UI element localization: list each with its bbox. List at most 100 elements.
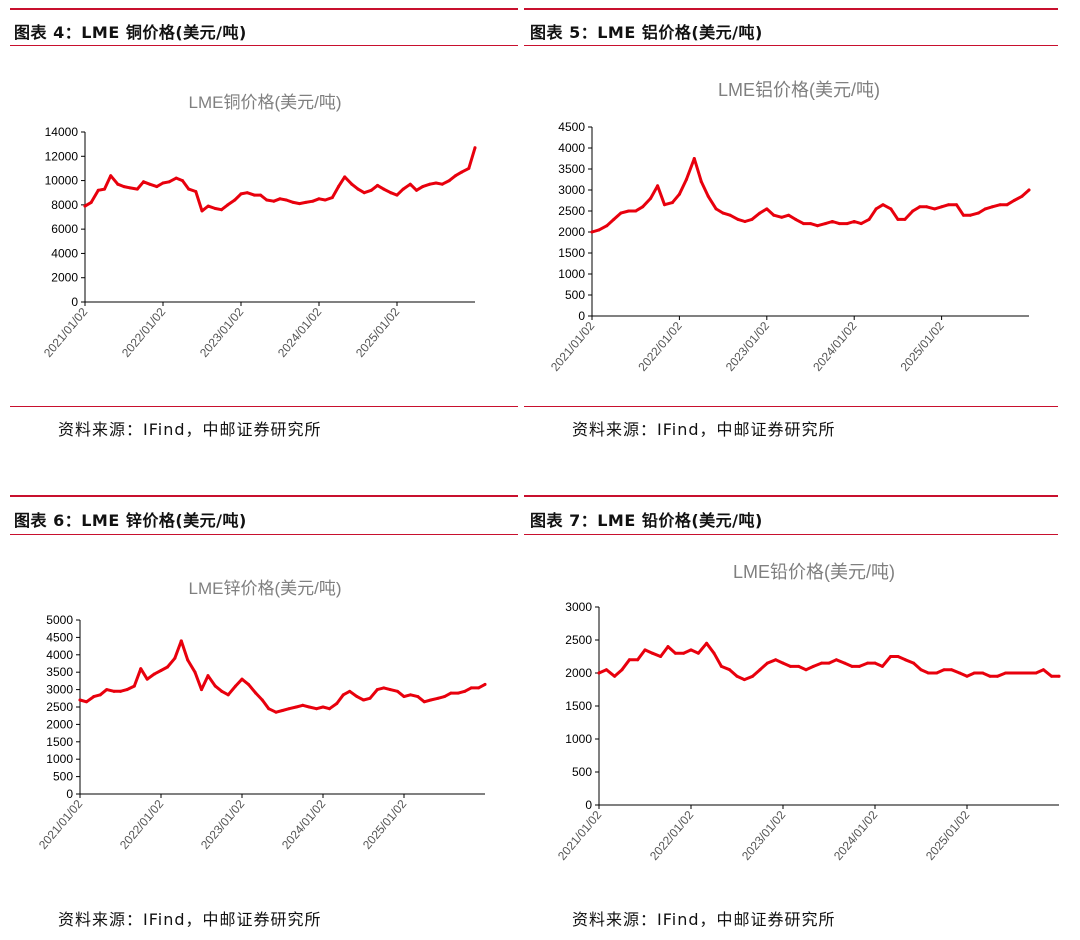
data-point [845,222,849,226]
data-point [187,187,191,191]
data-point [627,209,631,213]
data-point [421,185,425,189]
x-tick-label: 2021/01/02 [555,808,605,863]
data-point [903,658,907,662]
data-point [972,671,976,675]
data-point [1011,671,1015,675]
x-tick-label: 2025/01/02 [353,305,403,360]
data-point [781,661,785,665]
data-point [712,651,716,655]
data-point [388,688,392,692]
panel-top-rule [10,8,518,10]
data-point [287,707,291,711]
data-point [369,188,373,192]
data-point [758,668,762,672]
data-point [787,213,791,217]
data-point [234,684,238,688]
data-point [356,187,360,191]
chart-title: LME铅价格(美元/吨) [733,562,895,582]
data-point [743,220,747,223]
data-point [677,192,681,196]
data-point [990,205,994,209]
panel-title: 图表 4：LME 铜价格(美元/吨) [14,23,247,42]
y-tick-label: 2000 [565,666,592,680]
data-point [368,696,372,700]
data-point [467,166,471,170]
data-point [460,170,464,174]
y-tick-label: 2000 [558,225,585,239]
data-point [416,695,420,699]
lead-price-chart: LME铅价格(美元/吨) 0 500 1000 1500 2000 2500 3000 2021… [555,562,1061,863]
data-point [867,217,871,221]
data-point [659,655,663,658]
data-point [880,664,884,668]
data-point [429,698,433,702]
y-tick-label: 1000 [46,752,73,766]
data-point [408,182,412,186]
data-point [719,664,723,668]
data-point [355,695,359,699]
data-point [788,664,792,668]
data-point [206,674,210,678]
chart-title: LME铝价格(美元/吨) [718,80,880,100]
data-point [317,197,321,201]
data-point [1020,194,1024,198]
data-point [213,207,217,210]
data-point [641,205,645,209]
data-point [278,197,282,201]
data-point [714,207,718,211]
data-point [995,674,999,678]
y-tick-label: 6000 [51,222,78,236]
data-point [682,651,686,655]
data-point [983,207,987,211]
data-point [666,645,670,649]
y-tick-label: 14000 [45,125,79,139]
data-point [473,146,477,150]
data-point [105,688,109,692]
data-point [267,707,271,711]
data-point [173,656,177,660]
data-point [337,185,340,189]
data-point [436,696,440,700]
data-point [852,220,856,223]
data-point [181,179,184,183]
y-tick-label: 3500 [558,162,585,176]
series-line [590,157,1031,234]
data-point [815,224,819,228]
data-point [721,211,725,215]
data-point [656,184,660,188]
x-tick-label: 2021/01/02 [548,319,598,374]
data-point [889,207,893,211]
data-point [859,222,863,226]
data-point [301,703,305,707]
data-point [911,209,915,213]
data-point [179,639,183,643]
data-point [604,668,608,672]
data-point [395,193,399,197]
data-point [809,222,812,226]
data-point [673,651,677,655]
data-point [627,658,631,662]
data-point [449,691,453,695]
data-point [327,707,331,711]
data-point [396,689,400,693]
data-point [274,710,278,714]
x-tick-label: 2024/01/02 [831,808,881,863]
data-point [597,671,601,675]
x-tick-label: 2023/01/02 [723,319,773,374]
data-point [307,705,311,709]
data-point [174,176,178,180]
panel-title: 图表 7：LME 铅价格(美元/吨) [530,511,763,530]
data-point [226,693,230,697]
x-tick-label: 2021/01/02 [36,797,86,852]
y-tick-label: 0 [71,295,78,309]
data-point [827,661,831,665]
data-point [736,217,740,221]
data-point [415,188,418,192]
data-point [245,191,249,195]
data-point [1041,668,1045,672]
data-point [857,664,861,668]
panel-title-rule [10,534,518,535]
copper-price-chart: LME铜价格(美元/吨) 0 2000 4000 6000 8000 10000 12000 1… [41,93,477,360]
x-tick-label: 2023/01/02 [197,305,247,360]
